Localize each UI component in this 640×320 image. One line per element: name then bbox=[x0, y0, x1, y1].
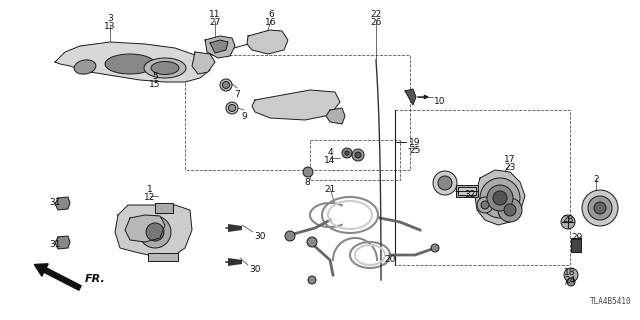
Text: 29: 29 bbox=[572, 233, 582, 242]
Polygon shape bbox=[228, 224, 242, 232]
Text: 7: 7 bbox=[234, 90, 240, 99]
Circle shape bbox=[223, 82, 230, 89]
Circle shape bbox=[582, 190, 618, 226]
Circle shape bbox=[139, 216, 171, 248]
Circle shape bbox=[561, 215, 575, 229]
Text: 19: 19 bbox=[409, 138, 420, 147]
Text: 32: 32 bbox=[464, 190, 476, 199]
Text: 22: 22 bbox=[371, 10, 381, 19]
Text: 16: 16 bbox=[265, 18, 276, 27]
Circle shape bbox=[498, 198, 522, 222]
Bar bbox=[456, 185, 478, 197]
Circle shape bbox=[504, 204, 516, 216]
Circle shape bbox=[342, 148, 352, 158]
Polygon shape bbox=[326, 108, 345, 124]
Ellipse shape bbox=[74, 60, 96, 74]
FancyArrow shape bbox=[35, 264, 81, 290]
Circle shape bbox=[355, 152, 361, 158]
Text: 4: 4 bbox=[327, 148, 333, 157]
Text: 15: 15 bbox=[149, 80, 161, 89]
Text: 14: 14 bbox=[324, 156, 336, 165]
Bar bbox=[310, 140, 400, 180]
Text: 26: 26 bbox=[371, 18, 381, 27]
Text: 31: 31 bbox=[49, 240, 61, 249]
Bar bbox=[458, 187, 476, 195]
Text: 27: 27 bbox=[209, 18, 221, 27]
Text: TLA4B5410: TLA4B5410 bbox=[590, 297, 632, 306]
Polygon shape bbox=[405, 89, 416, 105]
Text: 23: 23 bbox=[504, 163, 516, 172]
Polygon shape bbox=[115, 205, 192, 258]
Text: 12: 12 bbox=[144, 193, 156, 202]
Polygon shape bbox=[247, 30, 288, 54]
Text: 28: 28 bbox=[563, 215, 573, 224]
Circle shape bbox=[477, 197, 493, 213]
Circle shape bbox=[303, 167, 313, 177]
Polygon shape bbox=[205, 36, 235, 58]
Text: 31: 31 bbox=[49, 198, 61, 207]
Text: 30: 30 bbox=[249, 265, 260, 274]
Circle shape bbox=[146, 223, 164, 241]
Polygon shape bbox=[210, 40, 228, 53]
Circle shape bbox=[431, 244, 439, 252]
Text: 17: 17 bbox=[504, 155, 516, 164]
Circle shape bbox=[228, 105, 236, 111]
Polygon shape bbox=[252, 90, 340, 120]
Circle shape bbox=[564, 268, 578, 282]
Circle shape bbox=[588, 196, 612, 220]
Bar bbox=[571, 238, 581, 252]
Circle shape bbox=[285, 231, 295, 241]
Circle shape bbox=[493, 191, 507, 205]
Text: FR.: FR. bbox=[85, 274, 106, 284]
Circle shape bbox=[480, 178, 520, 218]
Text: 1: 1 bbox=[147, 185, 153, 194]
Text: 24: 24 bbox=[564, 276, 575, 285]
Circle shape bbox=[487, 185, 513, 211]
Text: 13: 13 bbox=[104, 22, 116, 31]
Circle shape bbox=[226, 102, 238, 114]
Text: 2: 2 bbox=[593, 175, 599, 184]
Circle shape bbox=[307, 237, 317, 247]
Circle shape bbox=[220, 79, 232, 91]
Circle shape bbox=[567, 278, 575, 286]
Ellipse shape bbox=[105, 54, 155, 74]
Text: 6: 6 bbox=[268, 10, 274, 19]
Text: 30: 30 bbox=[254, 232, 266, 241]
Text: 18: 18 bbox=[564, 268, 576, 277]
Circle shape bbox=[481, 201, 489, 209]
Text: 11: 11 bbox=[209, 10, 221, 19]
Text: 10: 10 bbox=[435, 97, 445, 106]
Circle shape bbox=[308, 276, 316, 284]
Text: 3: 3 bbox=[107, 14, 113, 23]
Bar bbox=[395, 110, 570, 265]
Circle shape bbox=[345, 151, 349, 155]
Text: 21: 21 bbox=[324, 185, 336, 194]
Text: 20: 20 bbox=[384, 255, 396, 264]
Bar bbox=[185, 55, 410, 170]
Polygon shape bbox=[55, 197, 70, 210]
Circle shape bbox=[352, 149, 364, 161]
Polygon shape bbox=[125, 215, 165, 242]
Circle shape bbox=[594, 202, 606, 214]
Ellipse shape bbox=[144, 58, 186, 78]
Circle shape bbox=[438, 176, 452, 190]
Circle shape bbox=[433, 171, 457, 195]
Text: 5: 5 bbox=[152, 72, 158, 81]
Polygon shape bbox=[228, 258, 242, 266]
Bar bbox=[148, 253, 178, 261]
Text: 8: 8 bbox=[304, 178, 310, 187]
Polygon shape bbox=[55, 236, 70, 249]
Polygon shape bbox=[192, 52, 215, 74]
Polygon shape bbox=[475, 170, 525, 225]
Text: 9: 9 bbox=[241, 112, 247, 121]
Bar bbox=[155, 203, 173, 213]
Text: 25: 25 bbox=[410, 146, 420, 155]
Polygon shape bbox=[55, 42, 210, 82]
Ellipse shape bbox=[151, 61, 179, 75]
